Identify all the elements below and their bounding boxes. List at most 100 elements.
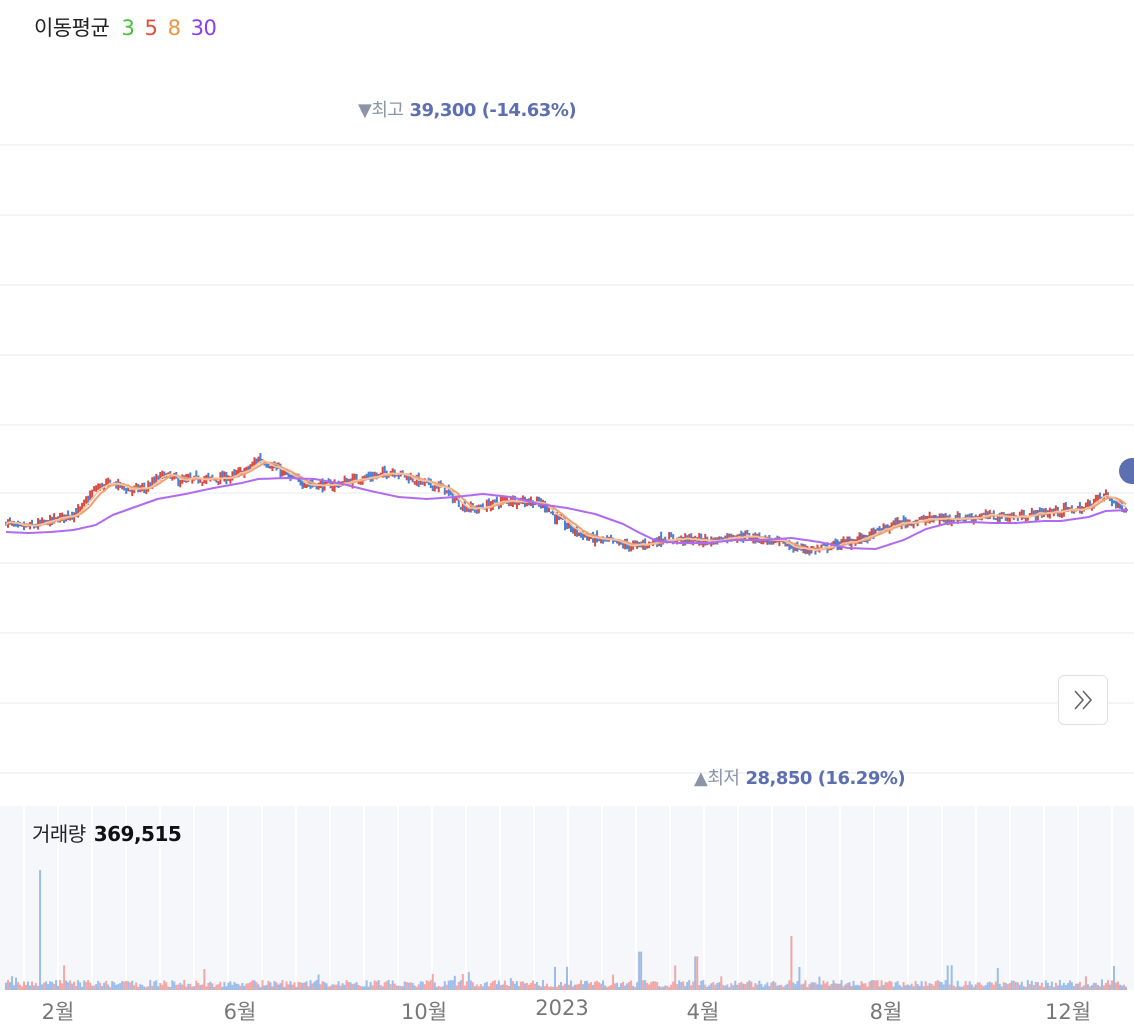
volume-bar [746,982,749,990]
candle [481,503,484,510]
volume-bar [1052,987,1055,990]
candle [553,514,556,525]
volume-bar [107,984,110,990]
candle [49,514,52,527]
volume-bar [77,980,80,990]
volume-bar [547,986,550,990]
candle [1072,511,1075,514]
candle [920,516,923,520]
volume-bar [726,984,729,990]
volume-bar [25,985,28,990]
low-value: 28,850 (16.29%) [745,768,906,789]
candle [858,532,861,544]
volume-bar [864,983,867,990]
candle [379,472,382,477]
candle [557,514,560,521]
volume-bar [982,986,985,990]
candle [630,543,633,552]
volume-bar [582,984,585,990]
volume-bar [704,984,707,990]
candle [315,483,318,490]
volume-bar [559,982,562,990]
candle [255,458,258,465]
volume-bar [301,982,304,990]
volume-bar [293,982,296,990]
candle [878,526,881,534]
candle [754,532,757,544]
volume-bar [774,982,777,990]
volume-bar [179,982,182,990]
volume-bar [469,980,472,990]
candle [43,519,46,525]
volume-bar [91,985,94,990]
volume-bar [792,982,795,990]
volume-bar [55,980,58,990]
volume-bar [590,982,593,990]
volume-bar [433,982,436,990]
candle [1086,499,1089,508]
volume-bar [976,982,979,990]
volume-bar [1100,979,1103,990]
candle [163,471,166,479]
candle [443,486,446,495]
volume-bar [886,982,889,990]
volume-bar [317,974,320,990]
volume-bar [531,980,534,990]
legend-ma8: 8 [167,16,181,40]
scroll-to-latest-button[interactable] [1058,675,1108,725]
volume-bar [71,983,74,990]
volume-bar [626,983,629,990]
volume-bar [481,986,484,990]
last-price-marker [1119,458,1134,484]
candle [81,502,84,510]
volume-bar [818,976,821,990]
volume-bar [495,984,498,990]
candle [405,475,408,481]
candle [760,539,763,545]
volume-bar [808,984,811,990]
volume-bar [43,982,46,990]
candle [251,461,254,467]
volume-bar [650,982,653,990]
candle [1094,494,1097,503]
volume-bar [267,980,270,990]
volume-bar [944,980,947,990]
volume-bar [345,980,348,990]
volume-bar [439,986,442,990]
volume-bar [271,986,274,990]
volume-bar [303,982,306,990]
volume-bar [61,983,64,990]
volume-bar [553,966,556,990]
volume-bar [998,983,1001,990]
volume-bar [1090,985,1093,990]
volume-bar [992,984,995,990]
volume-bar [5,982,7,990]
volume-bar [606,986,609,990]
volume-bar [539,986,542,990]
candle [467,508,470,513]
volume-bar [766,982,769,990]
candle [433,485,436,492]
candle [1030,507,1033,516]
volume-bar [838,983,841,990]
volume-bar [333,984,336,990]
volume-bar [918,985,921,990]
volume-bar [586,980,589,990]
volume-bar [347,981,350,990]
candle [928,511,931,524]
volume-bar [938,981,941,990]
volume-bar [840,980,843,990]
price-chart[interactable] [0,0,1134,806]
volume-bar [874,980,877,990]
candle [103,484,106,492]
volume-bar [912,986,915,990]
volume-bar [682,981,685,990]
volume-bar [437,985,440,990]
volume-bar [952,985,955,990]
volume-chart[interactable] [0,806,1134,990]
volume-bar [958,986,961,990]
candle [682,536,685,546]
x-axis: 2월 6월 10월 2023 4월 8월 12월 [0,990,1134,1034]
candle [147,480,150,492]
candlesticks [5,453,1127,556]
